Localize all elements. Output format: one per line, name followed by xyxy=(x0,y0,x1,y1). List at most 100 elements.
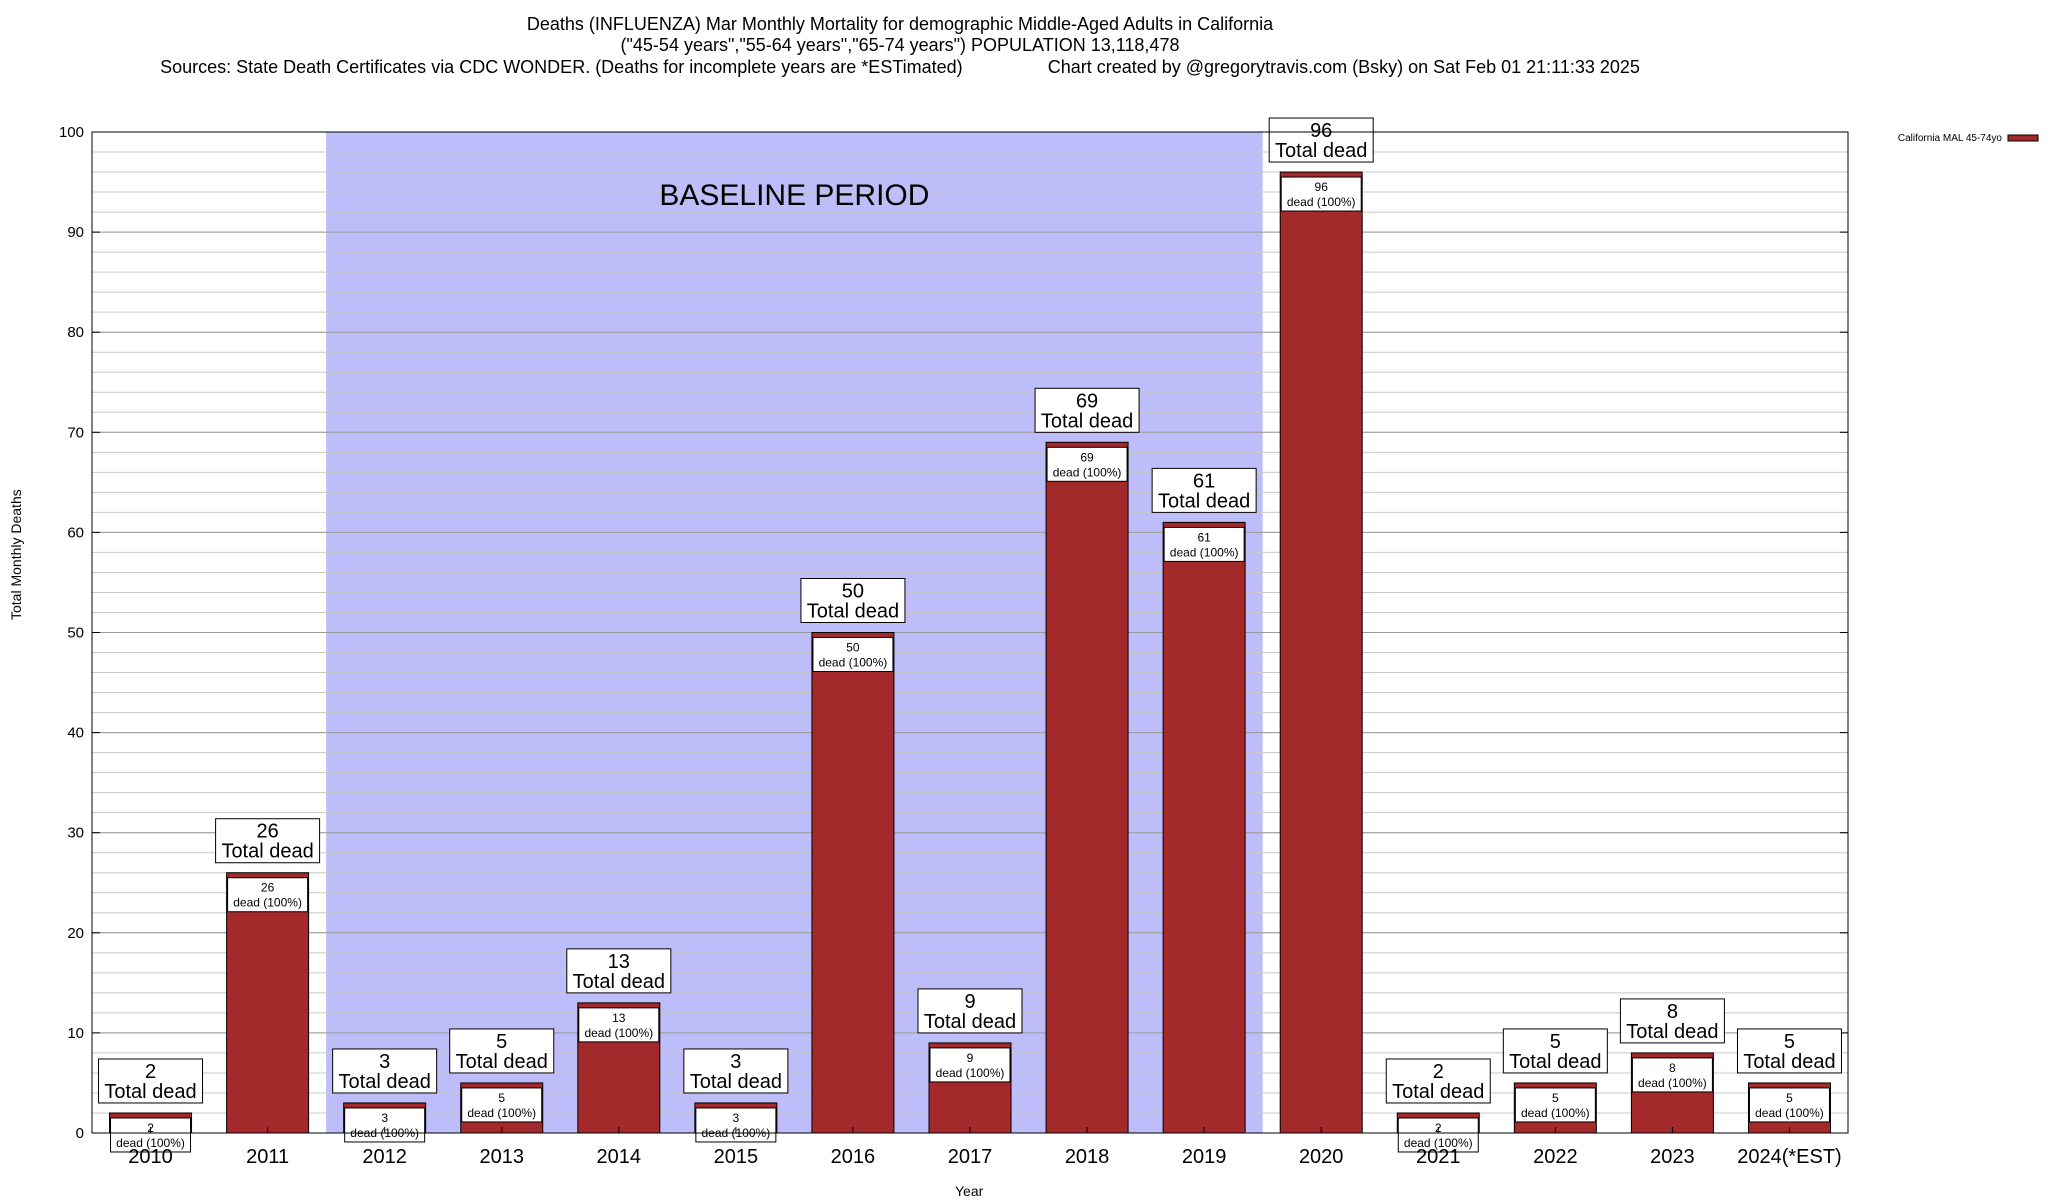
bar-inner-value: 26 xyxy=(261,881,275,895)
bar-inner-label-box xyxy=(1748,1087,1830,1123)
bar-inner-label: dead (100%) xyxy=(1638,1076,1707,1090)
legend-swatch xyxy=(2007,134,2039,142)
bar-total-label: Total dead xyxy=(1743,1051,1835,1073)
bar-inner-label: dead (100%) xyxy=(1170,545,1239,559)
baseline-annotation: BASELINE PERIOD xyxy=(659,179,929,212)
legend-label: California MAL 45-74yo xyxy=(1898,133,2003,144)
bar-inner-value: 8 xyxy=(1669,1061,1676,1075)
bar-total-label-box xyxy=(449,1028,555,1074)
bar-total-label: Total dead xyxy=(690,1071,782,1093)
bar-total-value: 13 xyxy=(608,951,630,973)
y-tick-label: 100 xyxy=(59,124,84,141)
bar-inner-label: dead (100%) xyxy=(116,1136,185,1150)
bar-total-label: Total dead xyxy=(573,971,665,993)
bar-total-label: Total dead xyxy=(1509,1051,1601,1073)
bar-inner-label: dead (100%) xyxy=(936,1066,1005,1080)
bar-inner-label-box xyxy=(227,877,309,913)
bar-inner-label: dead (100%) xyxy=(1053,465,1122,479)
bar-inner-label-box xyxy=(812,637,894,672)
bar-inner-label-box xyxy=(1514,1087,1596,1123)
bar-total-label-box xyxy=(1034,387,1140,433)
y-tick-label: 30 xyxy=(67,825,84,842)
bar-total-label-box xyxy=(1502,1028,1608,1074)
bar-total-value: 3 xyxy=(730,1051,741,1073)
bar-inner-label-box xyxy=(1631,1057,1713,1093)
bar-inner-label-box xyxy=(461,1087,543,1123)
bar-total-value: 5 xyxy=(1550,1031,1561,1053)
bar-total-label-box xyxy=(800,578,906,623)
x-axis-label: Year xyxy=(955,1183,984,1199)
bar-inner-label-box xyxy=(1397,1117,1479,1153)
bar-total-label-box xyxy=(917,988,1023,1034)
y-tick-label: 90 xyxy=(67,224,84,241)
chart-source-line: Sources: State Death Certificates via CD… xyxy=(0,56,1800,78)
bar-total-value: 69 xyxy=(1076,390,1098,412)
bar-inner-value: 3 xyxy=(381,1111,388,1125)
bar-total-label: Total dead xyxy=(456,1051,548,1073)
chart-subtitle: ("45-54 years","55-64 years","65-74 year… xyxy=(620,35,1180,55)
credit-text: Chart created by @gregorytravis.com (Bsk… xyxy=(1047,57,1640,77)
bar-total-value: 26 xyxy=(256,821,278,843)
bar-total-value: 2 xyxy=(145,1061,156,1083)
bar-inner-value: 5 xyxy=(1786,1091,1793,1105)
bar-total-value: 61 xyxy=(1193,470,1215,492)
bar-inner-label: dead (100%) xyxy=(1521,1106,1590,1120)
bar-inner-value: 69 xyxy=(1080,450,1094,464)
bar-inner-value: 9 xyxy=(967,1051,974,1065)
bar-inner-label-box xyxy=(929,1047,1011,1083)
bar-inner-label-box xyxy=(344,1107,426,1143)
bar-inner-label-box xyxy=(1163,526,1245,562)
y-tick-label: 80 xyxy=(67,324,84,341)
chart-title: Deaths (INFLUENZA) Mar Monthly Mortality… xyxy=(526,14,1274,34)
bar xyxy=(1279,171,1363,1134)
bar-inner-label: dead (100%) xyxy=(1755,1106,1824,1120)
bar-inner-label-box xyxy=(1046,446,1128,482)
x-tick-label: 2013 xyxy=(479,1146,524,1168)
x-tick-label: 2011 xyxy=(246,1146,289,1168)
y-tick-label: 10 xyxy=(67,1025,84,1042)
bar xyxy=(1162,521,1246,1134)
x-tick-label: 2015 xyxy=(714,1146,759,1168)
bar-inner-label: dead (100%) xyxy=(233,896,302,910)
x-tick-label: 2018 xyxy=(1065,1146,1110,1168)
bar-total-value: 50 xyxy=(842,581,864,603)
x-tick-label: 2010 xyxy=(128,1146,173,1168)
y-tick-label: 0 xyxy=(76,1125,84,1142)
bar-total-label-box xyxy=(98,1058,204,1104)
y-axis-label: Total Monthly Deaths xyxy=(8,489,24,620)
bar-inner-value: 5 xyxy=(1552,1091,1559,1105)
bar-total-label: Total dead xyxy=(221,841,313,863)
x-tick-label: 2020 xyxy=(1299,1146,1344,1168)
x-tick-label: 2021 xyxy=(1416,1146,1461,1168)
bar-inner-value: 50 xyxy=(846,641,860,655)
x-tick-label: 2022 xyxy=(1533,1146,1578,1168)
bar-inner-label-box xyxy=(110,1117,192,1153)
y-tick-label: 20 xyxy=(67,925,84,942)
bar-total-label-box xyxy=(332,1048,438,1094)
bar-total-label: Total dead xyxy=(339,1071,431,1093)
x-tick-label: 2019 xyxy=(1182,1146,1227,1168)
bar-total-value: 8 xyxy=(1667,1001,1678,1023)
bar-total-label-box xyxy=(683,1048,789,1094)
y-tick-label: 40 xyxy=(67,725,84,742)
bar-total-label-box xyxy=(1619,998,1725,1044)
bar-inner-label: dead (100%) xyxy=(1404,1136,1473,1150)
bar-total-value: 5 xyxy=(496,1031,507,1053)
bar-total-label: Total dead xyxy=(1275,140,1367,162)
sources-text: Sources: State Death Certificates via CD… xyxy=(160,57,963,77)
bar-inner-label: dead (100%) xyxy=(584,1026,653,1040)
bar-inner-value: 5 xyxy=(498,1091,505,1105)
y-tick-label: 50 xyxy=(67,625,84,642)
bar-inner-label-box xyxy=(1280,176,1362,212)
bar-total-label: Total dead xyxy=(1626,1021,1718,1043)
bar-inner-value: 61 xyxy=(1197,530,1211,544)
bar-inner-value: 13 xyxy=(612,1011,626,1025)
bar-inner-label: dead (100%) xyxy=(467,1106,536,1120)
x-tick-label: 2017 xyxy=(948,1146,993,1168)
bar-total-label: Total dead xyxy=(924,1011,1016,1033)
bar-total-value: 96 xyxy=(1310,120,1332,142)
bar-total-label: Total dead xyxy=(1392,1081,1484,1103)
x-tick-label: 2016 xyxy=(831,1146,876,1168)
bar xyxy=(1045,441,1129,1134)
